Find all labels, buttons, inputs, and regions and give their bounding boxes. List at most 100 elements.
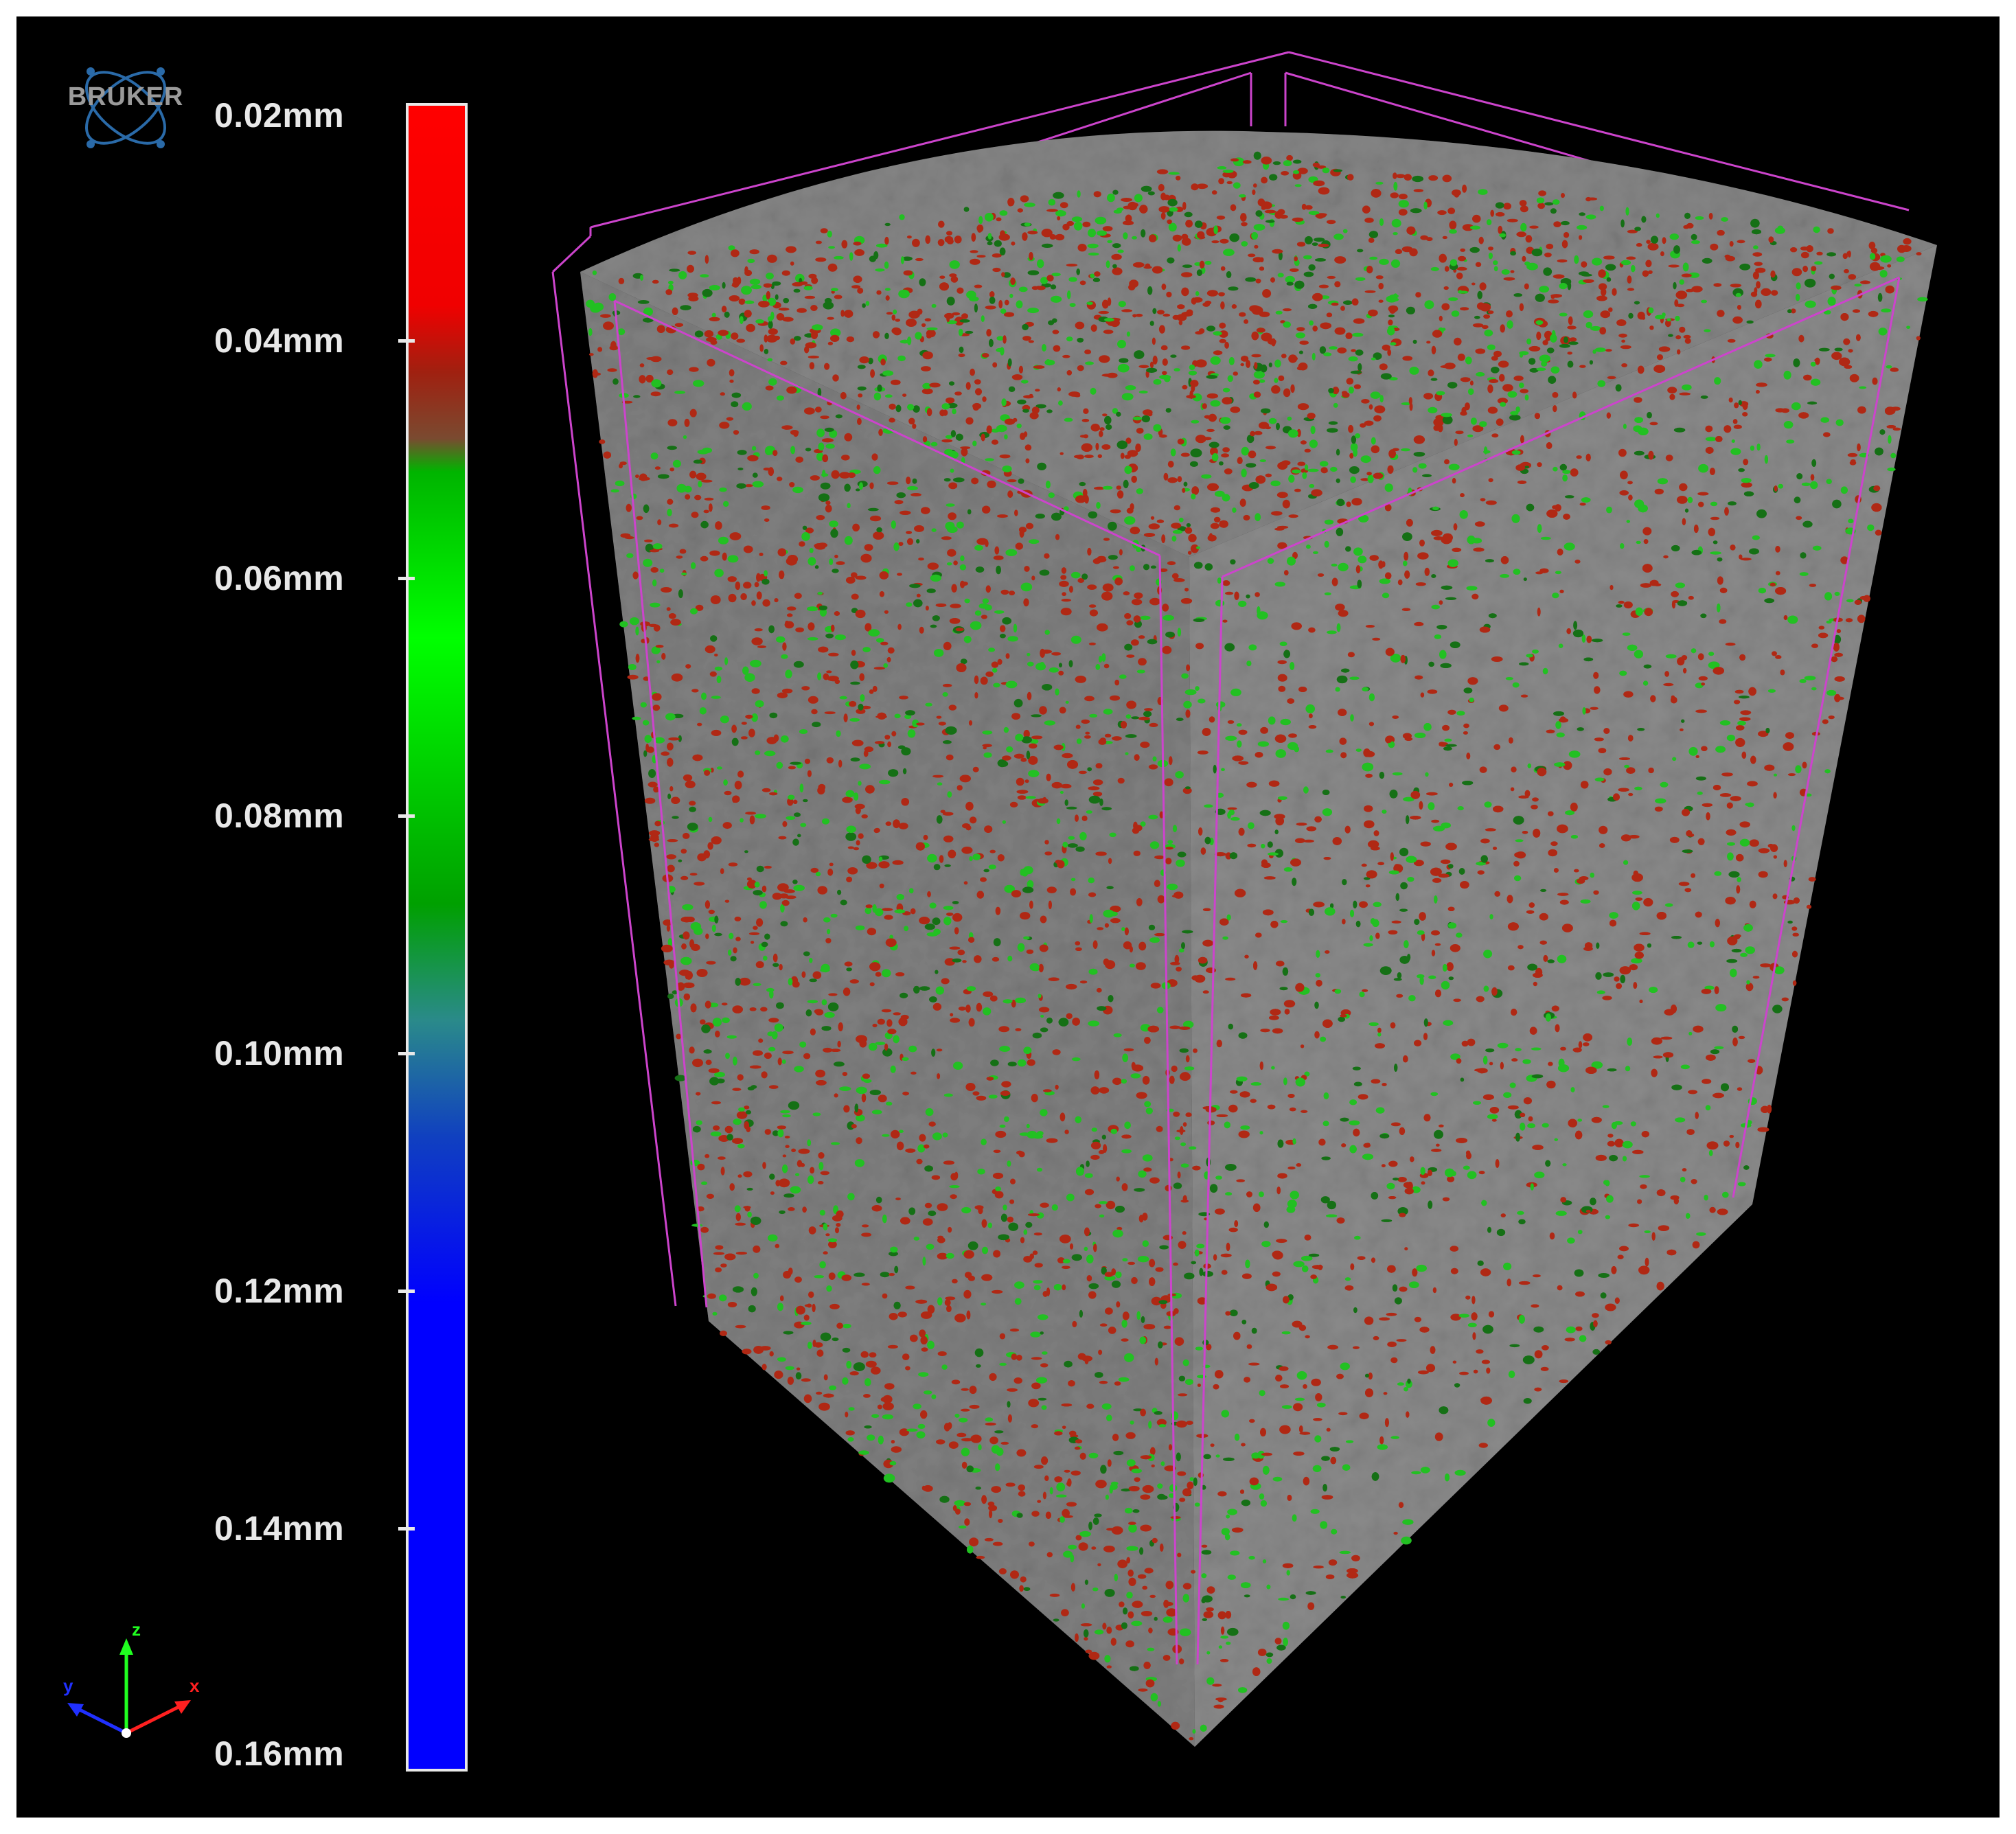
pore (1653, 1055, 1663, 1059)
pore (1088, 786, 1100, 790)
volume-render-viewport[interactable]: BRUKER 0.02mm 0.04mm 0.06mm 0.08mm 0.10mm 0.1… (16, 16, 2000, 1818)
pore (756, 865, 764, 873)
pore (948, 1226, 952, 1233)
pore (1671, 695, 1675, 700)
pore (676, 555, 683, 559)
pore (871, 1414, 879, 1418)
pore (1822, 719, 1829, 724)
pore (1236, 723, 1242, 727)
pore (864, 1378, 871, 1386)
pore (1159, 811, 1164, 818)
pore (1467, 1038, 1476, 1046)
pore (691, 689, 699, 693)
pore (1758, 871, 1768, 878)
pore (1442, 964, 1447, 972)
pore (1142, 1154, 1153, 1162)
pore (936, 715, 942, 719)
pore (737, 468, 744, 470)
pore (1917, 297, 1928, 302)
pore (1626, 520, 1630, 523)
pore (696, 472, 707, 481)
pore (1557, 1285, 1563, 1291)
pore (714, 1071, 725, 1078)
volume-render-scene[interactable] (16, 16, 2000, 1818)
pore (1493, 745, 1500, 750)
pore (1520, 435, 1524, 444)
pore (1488, 478, 1493, 483)
pore (1639, 1175, 1650, 1178)
pore (1078, 770, 1087, 775)
pore (719, 488, 727, 492)
pore (850, 757, 860, 762)
pore (995, 1463, 1000, 1471)
pore (748, 932, 760, 936)
pore (1400, 882, 1408, 890)
pore (1095, 1204, 1101, 1208)
pore (780, 1295, 784, 1302)
pore (1447, 906, 1455, 912)
pore (689, 409, 697, 417)
pore (1184, 786, 1191, 790)
pore (1180, 1142, 1186, 1147)
pore (787, 1376, 794, 1385)
pore (1719, 619, 1727, 624)
pore (1505, 677, 1513, 680)
pore (864, 544, 873, 551)
pore (974, 955, 982, 963)
pore (918, 558, 924, 561)
pore (968, 937, 975, 943)
pore (667, 446, 677, 450)
pore (1633, 425, 1642, 433)
pore (1046, 1138, 1058, 1143)
pore (1419, 539, 1425, 547)
pore (1434, 1432, 1443, 1441)
pore (1783, 615, 1788, 621)
pore (856, 1114, 865, 1122)
pore (876, 527, 882, 533)
pore (1277, 674, 1287, 682)
pore (739, 977, 751, 986)
pore (1848, 349, 1853, 353)
pore (707, 842, 713, 850)
pore (1326, 1214, 1338, 1217)
pore (703, 509, 709, 514)
pore (1228, 1104, 1238, 1113)
pore (683, 993, 691, 1000)
pore (1182, 1359, 1189, 1366)
pore (1810, 481, 1818, 490)
pore (1044, 851, 1053, 856)
pore (884, 1043, 889, 1051)
pore (1079, 832, 1087, 840)
pore (768, 1018, 779, 1023)
pore (1213, 764, 1217, 774)
pore (1086, 810, 1092, 814)
pore (1036, 1167, 1043, 1172)
pore (967, 1546, 974, 1554)
pore (1796, 516, 1802, 520)
pore (694, 882, 705, 886)
pore (715, 1267, 722, 1272)
pore (1095, 1372, 1103, 1378)
pore (1421, 1181, 1425, 1185)
pore (856, 840, 860, 846)
pore (1075, 846, 1085, 852)
pore (1162, 615, 1174, 621)
pore (1203, 1611, 1214, 1618)
pore (1916, 336, 1921, 341)
pore (796, 1367, 801, 1371)
pore (1730, 545, 1736, 551)
pore (943, 1093, 953, 1097)
pore (1075, 947, 1082, 952)
pore (1182, 1122, 1187, 1127)
pore (1321, 1156, 1331, 1160)
pore (961, 1461, 967, 1469)
pore (1072, 1018, 1080, 1026)
pore (769, 1351, 774, 1357)
pore (984, 1537, 994, 1541)
pore (836, 1223, 841, 1227)
pore (1206, 967, 1216, 974)
pore (1495, 1159, 1500, 1168)
pore (1593, 890, 1599, 895)
pore (588, 353, 594, 356)
pore (1227, 720, 1235, 724)
